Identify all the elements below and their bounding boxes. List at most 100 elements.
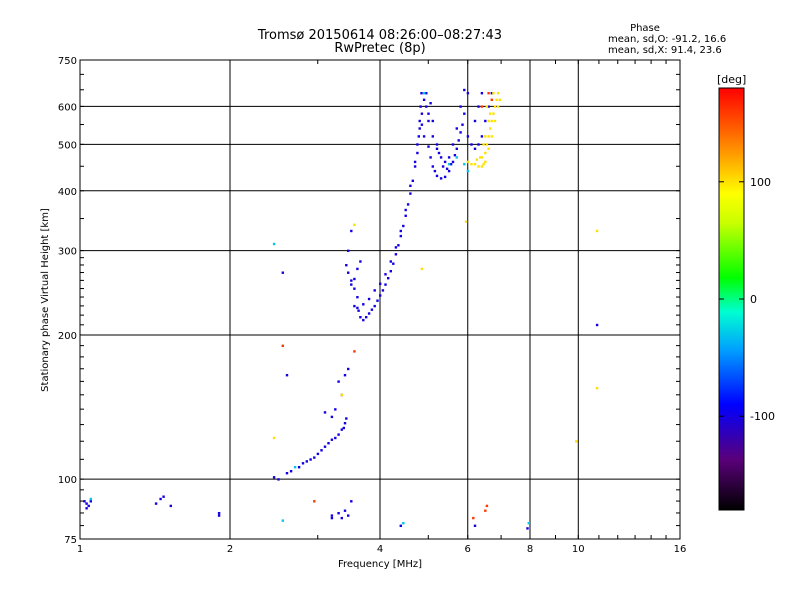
x-tick-label: 16 bbox=[674, 544, 687, 555]
data-point bbox=[490, 119, 493, 123]
data-point bbox=[480, 135, 484, 138]
data-point bbox=[493, 119, 497, 123]
data-point bbox=[340, 428, 343, 431]
data-point bbox=[399, 229, 402, 233]
data-point bbox=[459, 105, 462, 108]
data-point bbox=[490, 92, 493, 95]
data-point bbox=[337, 512, 340, 515]
data-point bbox=[464, 220, 468, 223]
data-point bbox=[272, 436, 276, 440]
colorbar-tick-label: 0 bbox=[750, 293, 757, 306]
data-point bbox=[343, 509, 347, 512]
data-point bbox=[480, 105, 484, 108]
data-point bbox=[463, 163, 466, 166]
data-point bbox=[404, 214, 407, 217]
data-point bbox=[416, 143, 419, 146]
data-point bbox=[347, 249, 350, 252]
data-point bbox=[159, 497, 162, 501]
data-point bbox=[484, 509, 487, 512]
data-point bbox=[281, 519, 284, 522]
data-point bbox=[485, 504, 489, 508]
data-point bbox=[340, 516, 343, 520]
y-tick-label: 300 bbox=[58, 247, 77, 258]
data-point bbox=[313, 456, 316, 459]
data-point bbox=[482, 163, 485, 166]
data-point bbox=[475, 158, 478, 161]
colorbar-label: [deg] bbox=[717, 73, 746, 86]
data-point bbox=[420, 112, 424, 115]
data-point bbox=[473, 119, 477, 123]
data-point bbox=[342, 426, 345, 430]
data-point bbox=[443, 160, 447, 164]
data-point bbox=[422, 135, 426, 138]
data-point bbox=[489, 112, 492, 115]
colorbar-ticks: 100 0 -100 bbox=[719, 176, 775, 423]
tick-layer: 1 2 4 6 8 10 16 75 100 200 300 400 500 600 750 bbox=[58, 56, 686, 555]
data-point bbox=[463, 88, 466, 92]
data-point bbox=[350, 500, 353, 503]
data-point bbox=[323, 411, 327, 414]
data-point bbox=[381, 289, 385, 292]
data-point bbox=[337, 433, 340, 436]
data-point bbox=[356, 296, 359, 299]
grid-layer bbox=[80, 60, 680, 539]
data-point bbox=[457, 139, 460, 142]
data-point bbox=[490, 98, 493, 101]
data-point bbox=[447, 156, 451, 159]
data-point bbox=[350, 279, 353, 282]
data-point bbox=[337, 380, 340, 383]
y-tick-label: 200 bbox=[58, 331, 77, 342]
data-point bbox=[466, 92, 470, 95]
data-point bbox=[334, 436, 337, 440]
data-point bbox=[379, 294, 382, 297]
data-point bbox=[433, 169, 437, 173]
data-point bbox=[89, 500, 92, 503]
data-point bbox=[411, 179, 414, 182]
data-point bbox=[527, 522, 530, 525]
data-point bbox=[327, 442, 330, 445]
data-point bbox=[323, 445, 327, 448]
data-point bbox=[373, 304, 376, 308]
data-point bbox=[394, 246, 398, 249]
data-point bbox=[498, 98, 501, 101]
x-axis-label: Frequency [MHz] bbox=[338, 559, 422, 570]
data-point bbox=[479, 156, 482, 159]
data-point bbox=[431, 135, 434, 138]
data-point bbox=[487, 92, 490, 95]
data-point bbox=[455, 127, 458, 130]
chart-subtitle: RwPretec (8p) bbox=[334, 41, 425, 56]
data-point bbox=[427, 145, 430, 148]
y-tick-label: 600 bbox=[58, 102, 77, 113]
data-point bbox=[389, 260, 392, 263]
data-point bbox=[453, 154, 457, 157]
x-tick-label: 1 bbox=[77, 544, 83, 555]
data-point bbox=[389, 270, 392, 273]
data-point bbox=[427, 112, 430, 115]
data-point bbox=[480, 156, 484, 159]
data-point bbox=[356, 306, 359, 310]
data-point bbox=[402, 224, 405, 228]
data-point bbox=[394, 253, 398, 256]
data-point bbox=[409, 192, 412, 195]
data-point bbox=[373, 289, 376, 292]
data-point bbox=[359, 260, 362, 263]
data-point bbox=[316, 452, 320, 456]
data-point bbox=[455, 147, 458, 150]
colorbar-tick-label: -100 bbox=[750, 410, 775, 423]
data-point bbox=[169, 504, 172, 508]
data-point bbox=[353, 304, 356, 308]
data-point bbox=[420, 123, 424, 126]
data-point bbox=[441, 165, 445, 168]
data-point bbox=[353, 287, 356, 290]
data-point bbox=[399, 524, 402, 527]
data-point bbox=[443, 175, 447, 179]
data-point bbox=[429, 156, 432, 159]
data-point bbox=[466, 160, 470, 164]
data-point bbox=[470, 143, 473, 146]
data-point bbox=[392, 262, 395, 265]
data-point bbox=[402, 522, 405, 525]
data-point bbox=[285, 374, 289, 377]
data-point bbox=[480, 92, 484, 95]
data-point bbox=[376, 299, 379, 302]
x-tick-label: 10 bbox=[572, 544, 585, 555]
